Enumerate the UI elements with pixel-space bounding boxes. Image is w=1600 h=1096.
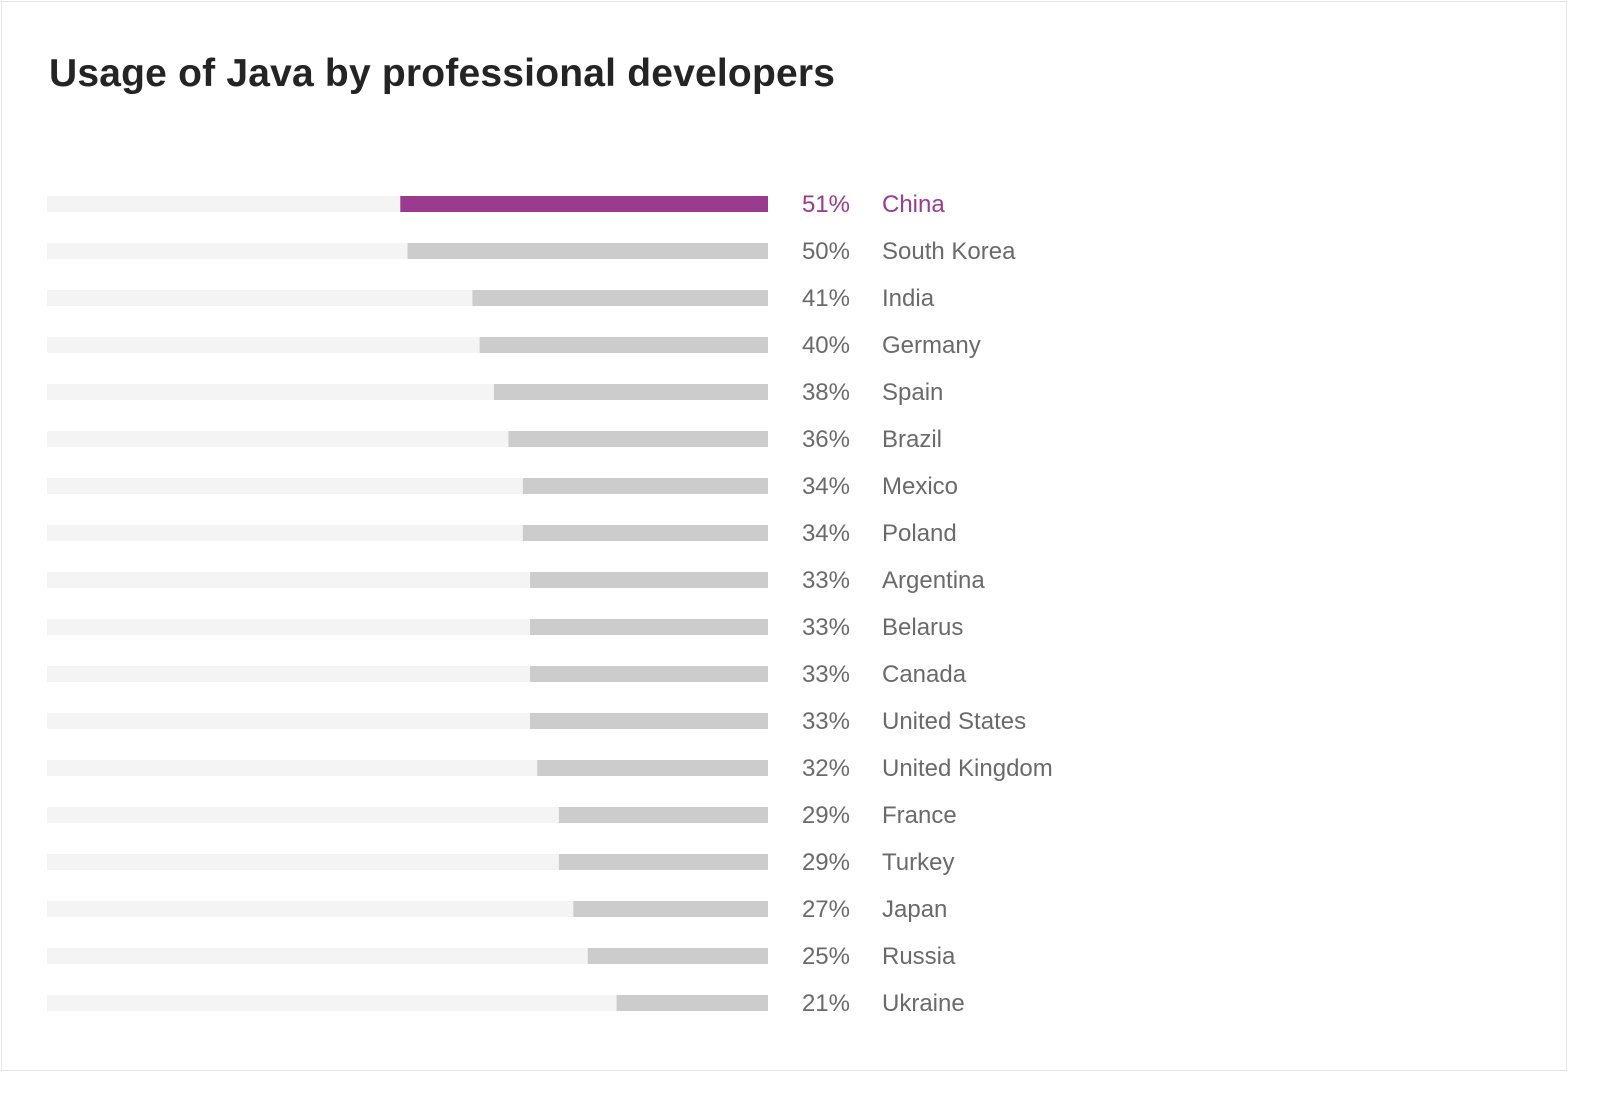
bar-mexico	[522, 478, 768, 494]
bar-row-brazil: 36% Brazil	[47, 426, 942, 453]
category-label-united-states: United States	[882, 708, 1026, 735]
category-label-china: China	[882, 191, 945, 218]
bar-ukraine	[616, 995, 768, 1011]
bar-row-united-kingdom: 32% United Kingdom	[47, 755, 1053, 782]
category-label-belarus: Belarus	[882, 614, 963, 641]
value-label-south-korea: 50%	[802, 238, 850, 265]
category-label-united-kingdom: United Kingdom	[882, 755, 1053, 782]
value-label-mexico: 34%	[802, 473, 850, 500]
bar-row-ukraine: 21% Ukraine	[47, 990, 965, 1017]
value-label-germany: 40%	[802, 332, 850, 359]
value-label-japan: 27%	[802, 896, 850, 923]
bar-united-states	[530, 713, 768, 729]
bar-canada	[530, 666, 768, 682]
bar-belarus	[530, 619, 768, 635]
value-label-united-kingdom: 32%	[802, 755, 850, 782]
bar-row-russia: 25% Russia	[47, 943, 956, 970]
bar-united-kingdom	[537, 760, 768, 776]
category-label-russia: Russia	[882, 943, 956, 970]
bar-china	[400, 196, 768, 212]
category-label-argentina: Argentina	[882, 567, 985, 594]
value-label-poland: 34%	[802, 520, 850, 547]
bar-row-france: 29% France	[47, 802, 957, 829]
bar-row-belarus: 33% Belarus	[47, 614, 963, 641]
bar-row-spain: 38% Spain	[47, 379, 943, 406]
value-label-india: 41%	[802, 285, 850, 312]
bar-germany	[479, 337, 768, 353]
bar-india	[472, 290, 768, 306]
value-label-argentina: 33%	[802, 567, 850, 594]
bar-row-united-states: 33% United States	[47, 708, 1026, 735]
category-label-south-korea: South Korea	[882, 238, 1016, 265]
value-label-russia: 25%	[802, 943, 850, 970]
category-label-canada: Canada	[882, 661, 967, 688]
bar-poland	[522, 525, 768, 541]
bar-row-germany: 40% Germany	[47, 332, 981, 359]
bar-row-japan: 27% Japan	[47, 896, 947, 923]
bar-track-ukraine	[47, 995, 768, 1011]
category-label-brazil: Brazil	[882, 426, 942, 453]
bar-row-china: 51% China	[47, 191, 945, 218]
bar-france	[558, 807, 768, 823]
category-label-poland: Poland	[882, 520, 957, 547]
value-label-spain: 38%	[802, 379, 850, 406]
bar-argentina	[530, 572, 768, 588]
category-label-india: India	[882, 285, 935, 312]
category-label-mexico: Mexico	[882, 473, 958, 500]
value-label-ukraine: 21%	[802, 990, 850, 1017]
bar-row-mexico: 34% Mexico	[47, 473, 958, 500]
category-label-ukraine: Ukraine	[882, 990, 965, 1017]
category-label-germany: Germany	[882, 332, 981, 359]
bar-row-india: 41% India	[47, 285, 935, 312]
category-label-japan: Japan	[882, 896, 947, 923]
bar-japan	[573, 901, 768, 917]
bar-brazil	[508, 431, 768, 447]
bar-row-argentina: 33% Argentina	[47, 567, 985, 594]
value-label-canada: 33%	[802, 661, 850, 688]
bar-turkey	[558, 854, 768, 870]
category-label-turkey: Turkey	[882, 849, 954, 876]
bar-south-korea	[407, 243, 768, 259]
value-label-china: 51%	[802, 191, 850, 218]
bar-row-poland: 34% Poland	[47, 520, 957, 547]
bar-row-south-korea: 50% South Korea	[47, 238, 1016, 265]
category-label-spain: Spain	[882, 379, 943, 406]
bar-row-turkey: 29% Turkey	[47, 849, 954, 876]
value-label-turkey: 29%	[802, 849, 850, 876]
bar-row-canada: 33% Canada	[47, 661, 967, 688]
bar-spain	[494, 384, 768, 400]
value-label-belarus: 33%	[802, 614, 850, 641]
value-label-united-states: 33%	[802, 708, 850, 735]
category-label-france: France	[882, 802, 957, 829]
chart-title: Usage of Java by professional developers	[49, 52, 836, 95]
value-label-brazil: 36%	[802, 426, 850, 453]
value-label-france: 29%	[802, 802, 850, 829]
bar-russia	[587, 948, 768, 964]
